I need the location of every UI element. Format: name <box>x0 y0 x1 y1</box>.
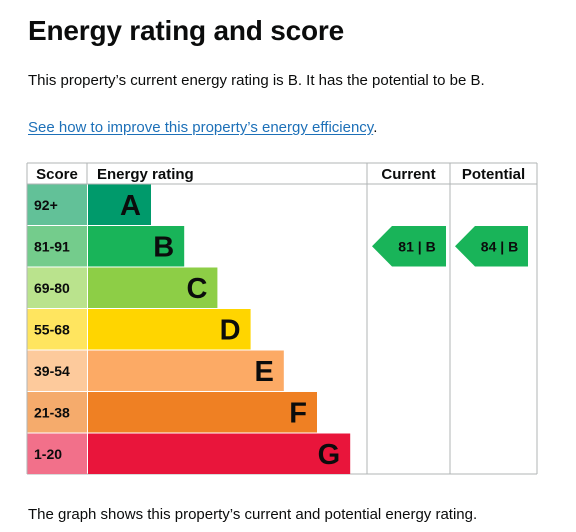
rating-bar-c <box>88 267 218 308</box>
score-range-b: 81-91 <box>34 238 70 254</box>
score-range-a: 92+ <box>34 197 58 213</box>
score-cell-b <box>27 226 87 267</box>
score-range-d: 55-68 <box>34 321 70 337</box>
score-cell-f <box>27 392 87 433</box>
score-cell-d <box>27 309 87 350</box>
page-title: Energy rating and score <box>28 15 344 46</box>
rating-bar-d <box>88 309 251 350</box>
rating-letter-e: E <box>254 356 273 388</box>
rating-letter-g: G <box>318 439 341 471</box>
rating-letter-f: F <box>289 397 307 429</box>
current-header: Current <box>381 166 435 183</box>
improve-link-paragraph: See how to improve this property’s energ… <box>28 118 377 138</box>
score-range-e: 39-54 <box>34 363 70 379</box>
rating-bar-b <box>88 226 185 267</box>
rating-letter-b: B <box>153 231 174 263</box>
link-suffix: . <box>373 119 378 136</box>
improve-efficiency-link[interactable]: See how to improve this property’s energ… <box>28 119 374 136</box>
potential-header: Potential <box>462 166 525 183</box>
current-rating-label: 81 | B <box>398 238 435 254</box>
chart-caption: The graph shows this property’s current … <box>28 506 478 523</box>
potential-rating-marker <box>455 226 528 267</box>
score-range-g: 1-20 <box>34 446 62 462</box>
score-cell-a <box>27 184 87 225</box>
rating-letter-a: A <box>120 190 141 222</box>
rating-summary: This property’s current energy rating is… <box>28 72 485 89</box>
rating-letter-d: D <box>220 314 241 346</box>
score-range-f: 21-38 <box>34 404 70 420</box>
potential-rating-label: 84 | B <box>481 238 518 254</box>
rating-bar-f <box>88 392 317 433</box>
score-cell-g <box>27 433 87 474</box>
current-rating-marker <box>372 226 446 267</box>
score-range-c: 69-80 <box>34 280 70 296</box>
rating-bar-e <box>88 350 284 391</box>
score-cell-e <box>27 350 87 391</box>
energy-rating-header: Energy rating <box>97 166 194 183</box>
rating-bar-a <box>88 184 151 225</box>
score-cell-c <box>27 267 87 308</box>
score-header: Score <box>36 166 78 183</box>
rating-letter-c: C <box>186 273 207 305</box>
rating-bar-g <box>88 433 351 474</box>
